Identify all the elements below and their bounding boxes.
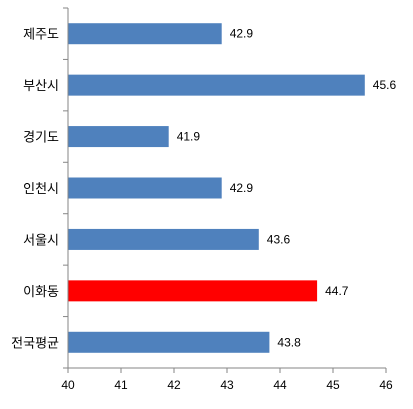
data-label-2: 45.6	[373, 78, 397, 92]
category-label-1: 제주도	[23, 28, 59, 43]
bars-layer	[68, 23, 365, 353]
bar-5	[68, 228, 259, 250]
data-label-7: 43.8	[277, 335, 301, 349]
x-tick-label-1: 41	[114, 378, 128, 392]
bar-6	[68, 280, 318, 302]
data-label-3: 41.9	[177, 130, 201, 144]
bar-2	[68, 74, 365, 96]
data-label-6: 44.7	[325, 284, 349, 298]
category-label-2: 부산시	[23, 79, 59, 94]
category-label-3: 경기도	[23, 131, 59, 146]
data-label-4: 42.9	[230, 181, 254, 195]
x-tick-label-3: 43	[220, 378, 234, 392]
category-label-4: 인천시	[23, 182, 59, 197]
x-tick-label-0: 40	[61, 378, 75, 392]
x-tick-label-4: 44	[273, 378, 287, 392]
category-label-6: 이화동	[23, 285, 59, 300]
data-label-1: 42.9	[230, 27, 254, 41]
x-tick-label-5: 45	[326, 378, 340, 392]
bar-3	[68, 126, 169, 148]
axis-layer	[63, 7, 387, 373]
x-tick-label-2: 42	[167, 378, 181, 392]
labels-layer: 제주도 42.9 부산시 45.6 경기도 41.9 인천시 42.9 서울시 43.6 이화동 44…	[11, 27, 396, 392]
data-label-5: 43.6	[267, 232, 291, 246]
category-label-5: 서울시	[23, 233, 59, 248]
bar-1	[68, 23, 222, 45]
bar-7	[68, 331, 270, 353]
bar-4	[68, 177, 222, 199]
x-tick-label-6: 46	[379, 378, 393, 392]
category-label-7: 전국평균	[11, 336, 59, 351]
